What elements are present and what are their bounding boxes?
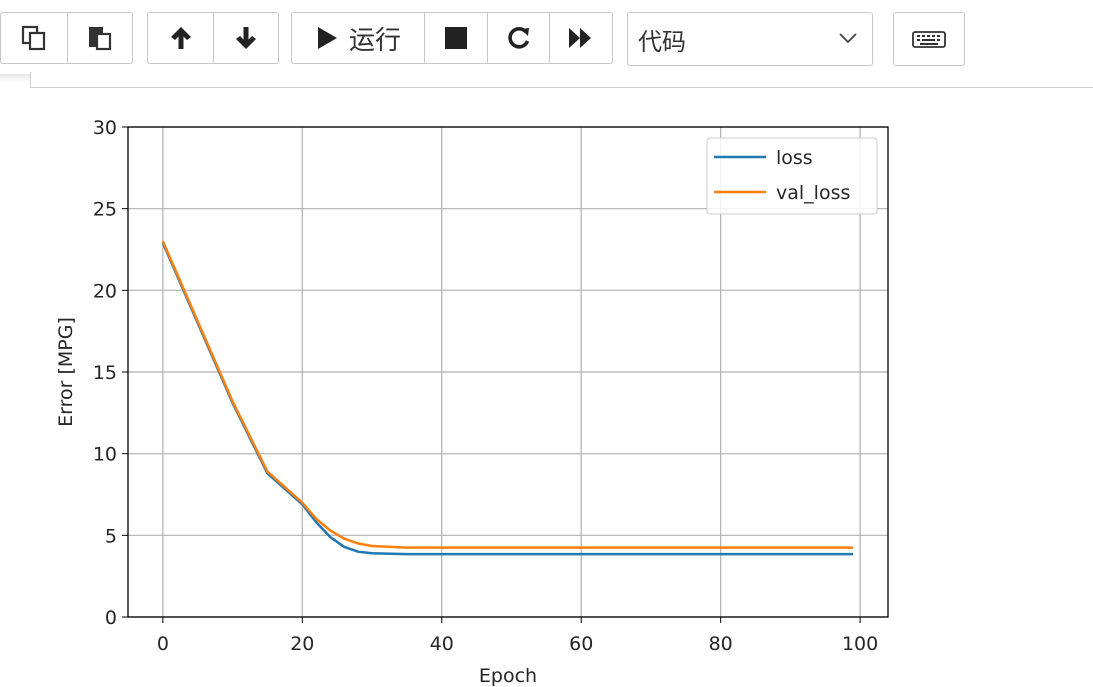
y-axis-label: Error [MPG] — [55, 317, 77, 427]
cell-type-select[interactable]: 代码 — [627, 12, 873, 66]
copy-cell-button[interactable] — [0, 12, 68, 64]
arrow-up-icon — [170, 27, 191, 49]
x-tick-label: 60 — [569, 633, 593, 655]
legend-label-loss: loss — [776, 147, 813, 169]
run-group: 运行 — [291, 12, 613, 66]
stop-button[interactable] — [424, 12, 488, 64]
y-tick-label: 0 — [105, 607, 117, 629]
y-tick-label: 25 — [93, 199, 117, 221]
x-tick-label: 40 — [430, 633, 454, 655]
run-button[interactable]: 运行 — [291, 12, 425, 64]
series-line-1 — [161, 240, 854, 549]
y-tick-label: 5 — [105, 525, 117, 547]
run-all-button[interactable] — [549, 12, 613, 64]
y-tick-label: 20 — [93, 280, 117, 302]
play-icon — [317, 27, 337, 49]
restart-kernel-button[interactable] — [487, 12, 550, 64]
x-tick-label: 100 — [842, 633, 878, 655]
move-down-button[interactable] — [213, 12, 279, 64]
y-tick-label: 15 — [93, 362, 117, 384]
x-tick-label: 80 — [709, 633, 733, 655]
move-group — [147, 12, 279, 66]
move-up-button[interactable] — [147, 12, 214, 64]
keyboard-icon — [912, 31, 946, 48]
chart-legend: loss val_loss — [706, 137, 878, 215]
arrow-down-icon — [236, 27, 256, 49]
cell-frame — [30, 72, 1093, 88]
chevron-down-icon — [839, 33, 857, 44]
series-line-0 — [161, 242, 854, 556]
y-tick-label: 10 — [93, 444, 117, 466]
fast-forward-icon — [569, 28, 591, 48]
x-axis-label: Epoch — [479, 665, 537, 687]
copy-icon — [21, 25, 46, 51]
chart-series — [161, 240, 854, 556]
command-palette-button[interactable] — [893, 12, 965, 66]
clipboard-group — [0, 12, 133, 66]
x-tick-label: 0 — [157, 633, 169, 655]
cell-type-value: 代码 — [638, 27, 686, 56]
chart-ticks: 0 20 40 60 80 100 0 5 10 15 20 25 30 — [93, 117, 878, 655]
legend-label-val-loss: val_loss — [776, 182, 850, 204]
paste-icon — [89, 27, 112, 51]
notebook-toolbar: 运行 代码 — [0, 0, 1093, 78]
x-tick-label: 20 — [290, 633, 314, 655]
stop-icon — [445, 27, 467, 49]
run-label: 运行 — [348, 25, 401, 56]
y-tick-label: 30 — [93, 117, 117, 139]
restart-icon — [507, 26, 529, 49]
paste-cell-button[interactable] — [67, 12, 133, 64]
